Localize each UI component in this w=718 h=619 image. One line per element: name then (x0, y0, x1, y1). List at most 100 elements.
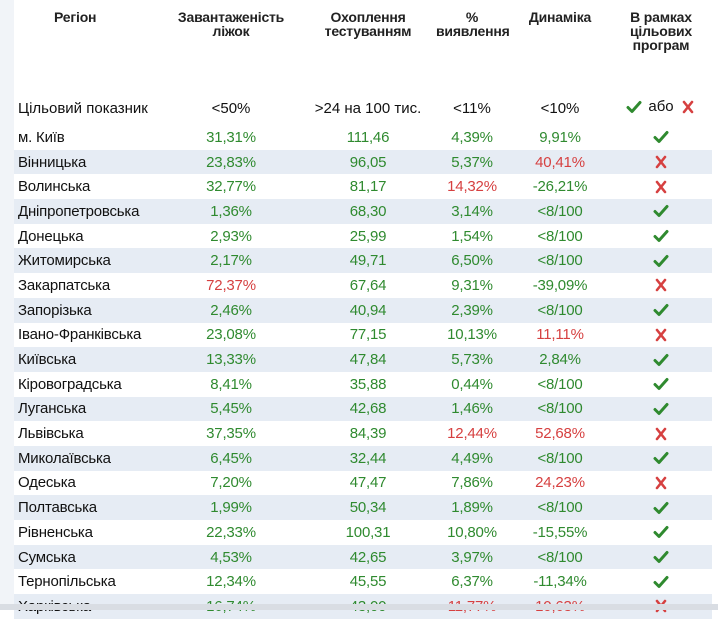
target-beds: <50% (211, 100, 251, 117)
dynamics-cell: <8/100 (510, 297, 610, 323)
dynamics-cell: <8/100 (510, 396, 610, 422)
check-icon (653, 205, 669, 218)
detection-cell: 10,13% (447, 326, 497, 344)
regions-table: Регіон Завантаженість ліжок Охоплення тест… (14, 0, 712, 619)
target-dynamics: <10% (540, 100, 580, 117)
program-status-cell (610, 569, 712, 594)
beds-cell: 5,45% (160, 396, 302, 422)
beds-cell: 2,17% (160, 248, 302, 274)
testing-cell: 42,68 (302, 396, 434, 422)
program-status-cell (610, 323, 712, 348)
testing-cell: 45,55 (349, 573, 387, 591)
dynamics-cell: <8/100 (510, 495, 610, 520)
region-cell: Луганська (14, 396, 160, 422)
testing-cell: 32,44 (302, 445, 434, 471)
check-icon (653, 378, 669, 391)
target-programs: або (610, 92, 712, 125)
dynamics-cell: <8/100 (510, 248, 610, 274)
beds-cell: 32,77% (206, 178, 256, 196)
check-icon (653, 575, 669, 588)
target-detection: <11% (453, 100, 491, 117)
table-row: Тернопільська 12,34% 45,55 6,37% -11,34% (14, 569, 712, 594)
check-icon (653, 230, 669, 243)
header-beds: Завантаженість ліжок (177, 9, 285, 39)
program-status-cell (610, 471, 712, 496)
region-cell: Рівненська (18, 523, 93, 541)
detection-cell: 1,54% (451, 227, 493, 245)
check-icon (626, 100, 642, 113)
header-testing: Охоплення тестуванням (324, 9, 412, 39)
region-cell: Донецька (18, 227, 84, 245)
table-body: Цільовий показник <50% >24 на 100 тис. <… (14, 92, 712, 619)
cross-icon (655, 328, 667, 342)
region-cell: Одеська (18, 474, 76, 492)
dynamics-cell: -26,21% (532, 178, 588, 196)
header-region: Регіон (54, 9, 97, 25)
region-cell: Кіровоградська (18, 375, 122, 393)
testing-cell: 111,46 (346, 128, 390, 146)
dynamics-cell: 2,84% (510, 347, 610, 372)
cross-icon (655, 427, 667, 440)
program-status-cell (610, 248, 712, 274)
testing-cell: 47,84 (302, 347, 434, 372)
program-status-cell (610, 372, 712, 397)
beds-cell: 1,36% (160, 199, 302, 224)
check-icon (653, 551, 669, 564)
program-status-cell (610, 421, 712, 446)
detection-cell: 14,32% (447, 178, 497, 196)
dynamics-cell: 24,23% (535, 474, 585, 492)
beds-cell: 22,33% (206, 523, 256, 541)
table-row: Луганська 5,45% 42,68 1,46% <8/100 (14, 396, 712, 422)
dynamics-cell: 52,68% (535, 425, 585, 443)
detection-cell: 5,37% (434, 149, 510, 175)
check-icon (653, 304, 669, 317)
region-cell: Львівська (18, 425, 84, 443)
check-icon (653, 501, 669, 514)
check-icon (653, 131, 669, 144)
testing-cell: 77,15 (349, 326, 387, 344)
program-status-cell (610, 520, 712, 545)
region-cell: Вінницька (14, 149, 160, 175)
cross-icon (655, 155, 667, 169)
check-icon (653, 353, 669, 366)
check-icon (653, 526, 669, 539)
region-cell: Івано-Франківська (18, 326, 142, 344)
dynamics-cell: 40,41% (510, 149, 610, 175)
testing-cell: 40,94 (302, 297, 434, 323)
testing-cell: 47,47 (349, 474, 387, 492)
dynamics-cell: <8/100 (510, 445, 610, 471)
program-status-cell (610, 224, 712, 249)
or-label: або (648, 98, 674, 116)
target-row: Цільовий показник <50% >24 на 100 тис. <… (14, 92, 712, 125)
bottom-scroll-edge (0, 604, 718, 610)
beds-cell: 2,46% (160, 297, 302, 323)
testing-cell: 100,31 (345, 523, 391, 541)
region-cell: Закарпатська (18, 276, 110, 294)
cross-icon (655, 279, 667, 292)
region-cell: Полтавська (14, 495, 160, 520)
table-row: Закарпатська 72,37% 67,64 9,31% -39,09% (14, 273, 712, 298)
detection-cell: 0,44% (451, 375, 493, 393)
beds-cell: 8,41% (210, 375, 252, 393)
detection-cell: 2,39% (434, 297, 510, 323)
beds-cell: 37,35% (206, 425, 256, 443)
table-header: Регіон Завантаженість ліжок Охоплення тест… (14, 0, 712, 92)
program-status-cell (610, 199, 712, 224)
program-status-cell (610, 544, 712, 570)
testing-cell: 42,65 (302, 544, 434, 570)
testing-cell: 81,17 (349, 178, 387, 196)
program-status-cell (610, 347, 712, 372)
dynamics-cell: 9,91% (539, 128, 581, 146)
testing-cell: 96,05 (302, 149, 434, 175)
header-programs: В рамках цільових програм (630, 9, 692, 53)
detection-cell: 3,14% (434, 199, 510, 224)
testing-cell: 84,39 (349, 425, 387, 443)
table-row: Житомирська 2,17% 49,71 6,50% <8/100 (14, 248, 712, 274)
beds-cell: 7,20% (210, 474, 252, 492)
table-row: Запорізька 2,46% 40,94 2,39% <8/100 (14, 297, 712, 323)
dynamics-cell: <8/100 (537, 227, 583, 245)
program-status-cell (610, 273, 712, 298)
region-cell: Житомирська (14, 248, 160, 274)
header-dynamics: Динаміка (528, 9, 592, 25)
table-row: Київська 13,33% 47,84 5,73% 2,84% (14, 347, 712, 372)
